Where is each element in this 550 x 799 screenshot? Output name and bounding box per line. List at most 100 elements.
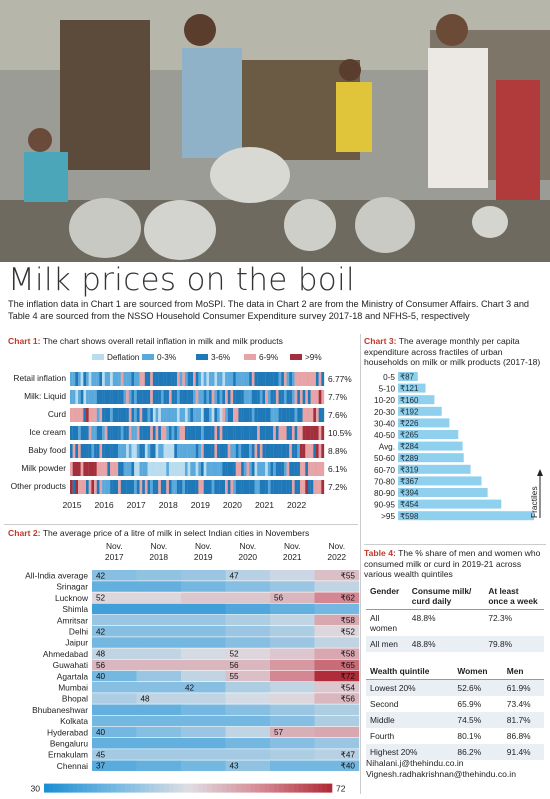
heat-cell	[110, 390, 113, 404]
intro-text: The inflation data in Chart 1 are source…	[8, 299, 530, 321]
heat-cell	[166, 444, 170, 458]
scale-step	[288, 783, 294, 793]
heat-cell	[310, 444, 314, 458]
price-cell	[314, 670, 360, 682]
table-cell: 48.8%	[407, 636, 485, 652]
credit-email-2[interactable]: Vignesh.radhakrishnan@thehindu.co.in	[366, 769, 516, 779]
heat-cell	[131, 408, 135, 422]
scale-step	[269, 783, 275, 793]
heat-cell	[115, 372, 119, 386]
heat-cell	[152, 390, 156, 404]
price-cell	[270, 738, 315, 749]
heat-cell	[190, 426, 194, 440]
city-label: Bhopal	[62, 694, 88, 704]
heat-cell	[235, 390, 239, 404]
heat-cell	[99, 372, 103, 386]
price-cell	[136, 626, 182, 637]
heat-cell	[289, 462, 293, 476]
price-cell	[136, 749, 182, 760]
heat-cell	[94, 372, 97, 386]
price-label: 55	[230, 672, 240, 681]
scale-step	[202, 783, 208, 793]
heat-cell	[75, 426, 79, 440]
price-cell	[181, 637, 226, 648]
heat-cell	[249, 426, 252, 440]
heat-cell	[168, 480, 172, 494]
heat-cell	[273, 426, 277, 440]
heat-cell	[187, 408, 191, 422]
heat-cell	[136, 390, 140, 404]
heat-cell	[201, 426, 204, 440]
heat-cell	[166, 480, 170, 494]
heat-cell	[187, 444, 191, 458]
heat-cell	[142, 462, 146, 476]
city-label: Shimla	[62, 604, 88, 614]
price-cell	[181, 715, 226, 727]
heat-cell	[313, 444, 317, 458]
heat-cell	[217, 462, 220, 476]
latest-value: 7.2%	[328, 482, 348, 492]
heat-cell	[201, 444, 204, 458]
bar-value-label: ₹226	[400, 419, 419, 428]
price-cell	[92, 704, 137, 715]
heat-cell	[297, 372, 301, 386]
heat-cell	[233, 408, 236, 422]
table-cell: All men	[366, 636, 408, 652]
column-header: 2018	[149, 552, 168, 562]
heat-cell	[115, 408, 119, 422]
heat-cell	[235, 408, 239, 422]
legend-swatch	[244, 354, 256, 360]
credit-email-1[interactable]: Nihalani.j@thehindu.co.in	[366, 758, 464, 768]
scale-step	[120, 783, 126, 793]
heat-cell	[190, 390, 194, 404]
heat-cell	[118, 426, 121, 440]
heat-cell	[75, 372, 79, 386]
heat-cell	[192, 444, 196, 458]
heat-cell	[155, 390, 159, 404]
fractile-label: Avg.	[379, 443, 395, 452]
heat-cell	[273, 444, 277, 458]
heat-cell	[134, 444, 137, 458]
price-cell	[270, 682, 315, 693]
heat-cell	[160, 408, 164, 422]
fractile-label: 40-50	[374, 431, 395, 440]
heat-cell	[150, 426, 154, 440]
heat-cell	[318, 426, 322, 440]
price-cell	[136, 693, 182, 704]
heat-cell	[112, 444, 116, 458]
heat-cell	[78, 372, 81, 386]
heat-cell	[302, 462, 306, 476]
heat-cell	[150, 408, 154, 422]
heat-cell	[211, 390, 215, 404]
heat-cell	[78, 462, 81, 476]
heat-cell	[126, 480, 129, 494]
scale-step	[63, 783, 69, 793]
heat-cell	[225, 372, 228, 386]
heat-cell	[265, 426, 268, 440]
row-label: Other products	[11, 481, 66, 491]
heat-cell	[307, 390, 311, 404]
heat-cell	[238, 426, 242, 440]
scale-step	[188, 783, 194, 793]
heat-cell	[136, 444, 140, 458]
heat-cell	[270, 372, 274, 386]
heat-cell	[83, 390, 87, 404]
heat-cell	[214, 462, 218, 476]
heat-cell	[160, 480, 164, 494]
heat-cell	[88, 408, 92, 422]
heat-cell	[182, 426, 186, 440]
heat-cell	[99, 408, 103, 422]
heat-cell	[136, 408, 140, 422]
heat-cell	[278, 444, 282, 458]
heat-cell	[99, 444, 103, 458]
heat-cell	[254, 408, 258, 422]
heat-cell	[313, 390, 317, 404]
heat-cell	[112, 426, 116, 440]
price-label: 42	[185, 683, 195, 692]
bar-value-label: ₹394	[400, 489, 419, 498]
heat-cell	[171, 462, 175, 476]
heat-cell	[278, 408, 282, 422]
scale-step	[149, 783, 155, 793]
heat-cell	[110, 462, 113, 476]
heat-cell	[102, 480, 105, 494]
